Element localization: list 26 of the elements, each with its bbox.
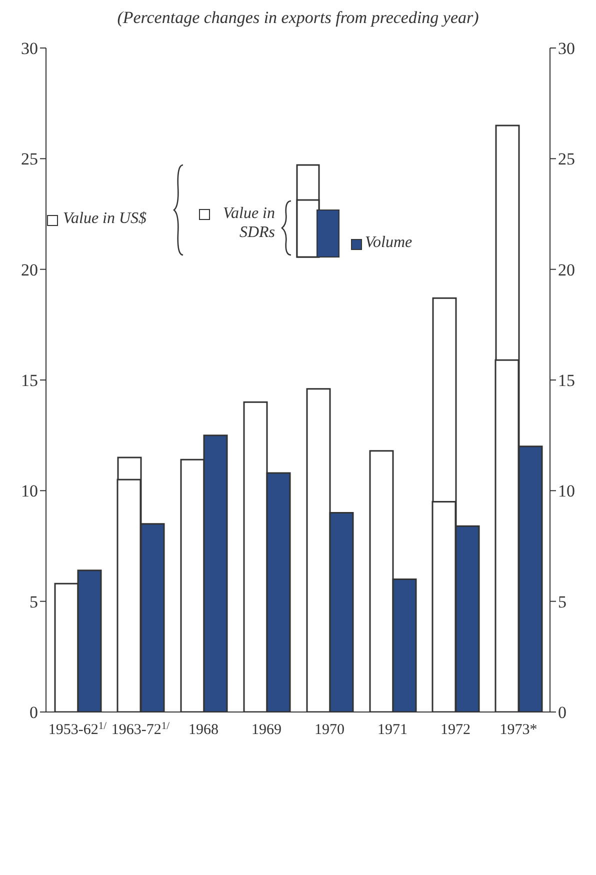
y-tick-label: 15 (21, 371, 38, 390)
legend-label: Value in SDRs (222, 204, 275, 242)
y2-tick-label: 30 (558, 39, 575, 58)
y-tick-label: 5 (30, 592, 38, 612)
chart-title: (Percentage changes in exports from preceding year) (116, 8, 480, 29)
y2-tick-label: 20 (558, 260, 575, 280)
x-tick-label: 1973* (500, 722, 538, 738)
y2-tick-label: 15 (558, 371, 575, 390)
y-tick-label: 10 (21, 482, 38, 501)
x-tick-label: 1953-62$^{1/}$ (48, 720, 107, 738)
x-tick-label: 1969 (252, 722, 282, 738)
x-tick-label: 1971 (378, 722, 408, 738)
legend-label: Value in US$ (63, 210, 147, 228)
x-tick-label: 1963-72$^{1/}$ (111, 720, 170, 738)
y-tick-label: 0 (30, 703, 38, 722)
x-tick-label: 1968 (188, 722, 218, 738)
y2-tick-label: 10 (558, 482, 575, 501)
y-tick-label: 25 (21, 150, 38, 169)
x-tick-label: 1970 (314, 722, 344, 738)
y2-tick-label: 5 (558, 592, 566, 612)
y2-tick-label: 25 (558, 150, 575, 169)
y-tick-label: 20 (21, 260, 38, 280)
x-tick-label: 1972 (440, 722, 470, 738)
y2-tick-label: 0 (558, 703, 566, 722)
y-tick-label: 30 (21, 39, 38, 58)
legend-label: Volume (365, 234, 412, 252)
